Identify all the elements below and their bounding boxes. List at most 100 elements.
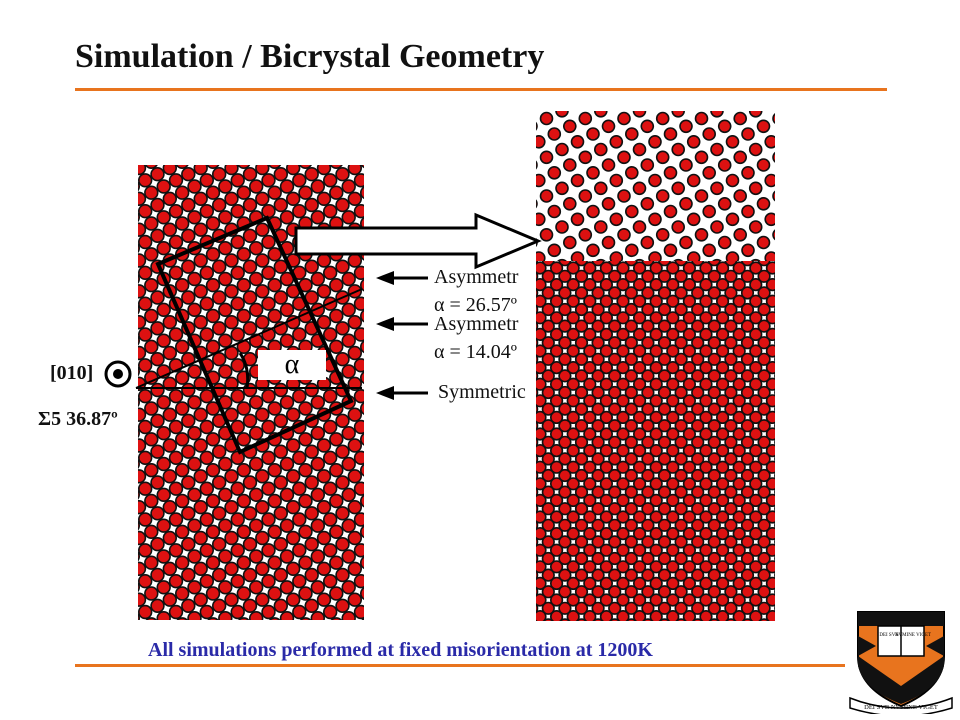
atom xyxy=(267,555,282,570)
atom xyxy=(707,319,721,333)
atom xyxy=(694,111,709,126)
atom xyxy=(707,585,721,599)
atom xyxy=(199,450,215,465)
atom xyxy=(715,576,730,591)
atom xyxy=(541,452,555,466)
atom xyxy=(586,204,600,219)
atom xyxy=(648,251,662,261)
atom xyxy=(150,352,165,367)
atom xyxy=(536,586,539,597)
atom xyxy=(599,410,614,425)
atom xyxy=(749,526,763,541)
atom xyxy=(574,535,589,549)
atom xyxy=(699,410,713,425)
atom xyxy=(566,311,580,325)
atom xyxy=(205,493,221,509)
atom xyxy=(360,186,364,200)
atom xyxy=(261,234,276,250)
atom xyxy=(616,576,630,591)
atom xyxy=(298,524,313,539)
atom xyxy=(566,610,580,621)
atom xyxy=(267,586,282,601)
atom xyxy=(341,518,356,533)
atom xyxy=(273,382,288,398)
atom xyxy=(774,405,775,413)
atom xyxy=(616,593,630,607)
atom xyxy=(547,166,562,180)
atom xyxy=(341,426,356,441)
atom xyxy=(549,560,564,574)
atom xyxy=(557,258,567,261)
atom xyxy=(199,389,215,404)
atom xyxy=(774,521,775,529)
atom xyxy=(699,576,713,591)
atom xyxy=(181,567,196,583)
atom xyxy=(199,419,215,435)
atom xyxy=(273,506,288,521)
atom xyxy=(574,352,589,366)
atom xyxy=(586,127,600,141)
atom xyxy=(616,610,630,621)
right-crystal-overlay xyxy=(536,262,542,412)
atom xyxy=(224,500,239,515)
atom xyxy=(347,530,362,546)
atom xyxy=(549,311,564,325)
atom xyxy=(724,485,738,499)
atom xyxy=(724,402,738,416)
atom xyxy=(360,402,364,415)
atom xyxy=(574,468,589,483)
slide-title: Simulation / Bicrystal Geometry xyxy=(75,38,545,75)
atom xyxy=(541,286,555,300)
atom xyxy=(574,419,589,433)
atom xyxy=(632,142,647,157)
atom xyxy=(624,166,639,180)
atom xyxy=(691,585,705,599)
atom xyxy=(591,336,605,350)
atom xyxy=(674,518,688,532)
atom xyxy=(707,286,721,300)
atom xyxy=(749,493,763,508)
atom xyxy=(181,259,196,274)
atom xyxy=(316,438,332,453)
atom xyxy=(536,560,547,574)
atom xyxy=(574,319,589,333)
atom xyxy=(187,179,202,194)
atom xyxy=(724,269,738,283)
atom xyxy=(594,111,608,118)
atom xyxy=(329,493,344,509)
university-shield-logo: DEI SVB NVMINE VIGET DEI SVB NVMINE VIGE… xyxy=(849,611,953,714)
alpha-arc xyxy=(238,352,250,389)
atom xyxy=(578,228,593,242)
atom xyxy=(732,344,746,358)
atom xyxy=(242,167,258,182)
atom xyxy=(144,308,159,324)
atom xyxy=(549,261,564,275)
atom xyxy=(682,477,697,491)
atom xyxy=(168,204,184,219)
atom xyxy=(150,167,165,182)
atom xyxy=(699,261,713,275)
atom xyxy=(249,518,264,533)
atom xyxy=(335,321,350,336)
atom xyxy=(624,419,638,433)
atom xyxy=(242,228,258,244)
atom xyxy=(583,344,597,358)
atom xyxy=(757,286,771,300)
atom xyxy=(206,165,220,169)
atom xyxy=(249,395,264,410)
atom xyxy=(224,315,239,330)
atom xyxy=(616,311,630,325)
atom xyxy=(549,410,564,425)
atom xyxy=(218,518,233,533)
atom xyxy=(242,506,258,521)
atom xyxy=(591,452,605,466)
atom xyxy=(699,543,713,557)
atom xyxy=(212,536,227,552)
atom xyxy=(632,493,647,508)
atom xyxy=(316,253,332,268)
atom xyxy=(624,269,638,283)
atom xyxy=(353,512,364,527)
atom xyxy=(649,344,663,358)
atom xyxy=(663,127,678,141)
atom xyxy=(329,524,344,539)
